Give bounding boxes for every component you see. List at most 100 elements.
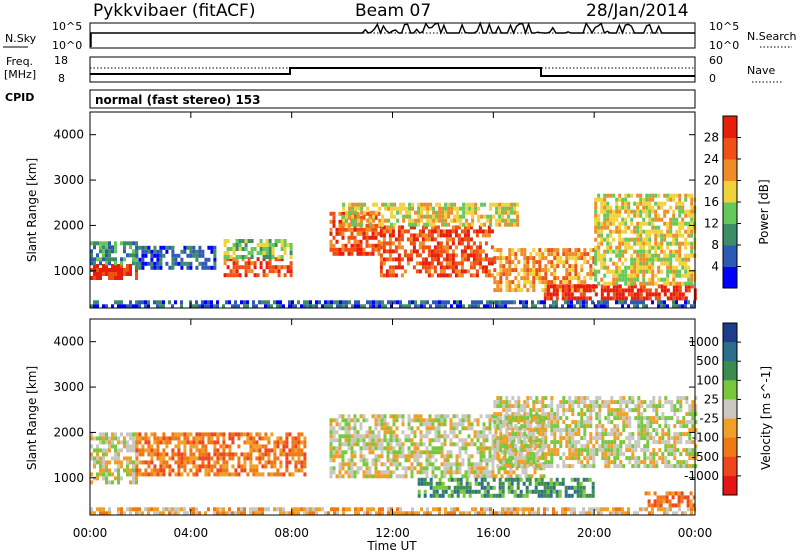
power-cell [414,218,418,223]
power-cell [499,288,503,293]
velocity-cell [329,434,333,439]
velocity-cell [691,400,695,405]
velocity-cell [249,511,252,516]
power-cell [436,249,440,254]
velocity-cell [601,456,605,461]
velocity-cell [201,452,205,457]
velocity-cell [404,434,408,439]
power-cell [523,268,527,273]
power-cell [531,300,534,305]
velocity-cell [347,442,351,447]
power-cell [553,276,557,281]
power-cell [265,251,269,255]
power-cell [141,261,145,266]
velocity-cell [428,438,432,443]
velocity-cell [513,493,517,498]
power-cell [505,280,509,285]
velocity-cell [165,436,169,441]
power-cell [232,265,236,270]
velocity-cell [341,442,345,447]
power-cell [576,284,580,289]
velocity-cell [398,462,402,467]
velocity-cell [315,507,318,512]
power-cell [600,300,603,305]
velocity-cell [300,460,304,465]
velocity-cell [489,485,493,490]
power-cell [535,272,539,277]
velocity-cell [362,446,366,451]
power-cell [687,257,691,262]
velocity-cell [183,440,187,445]
power-cell [402,206,406,211]
velocity-cell [500,462,504,467]
velocity-cell [350,442,354,447]
power-cell [669,269,673,274]
velocity-cell [369,507,372,512]
power-cell [244,247,248,251]
velocity-cell [452,434,456,439]
velocity-cell [664,440,668,445]
power-cell [423,206,427,211]
power-cell [436,261,440,266]
velocity-cell [177,448,181,453]
velocity-cell [444,507,447,512]
velocity-cell [588,477,592,482]
velocity-cell [213,464,217,469]
velocity-cell [493,444,497,449]
velocity-cell [90,472,93,477]
power-cell [672,209,676,214]
velocity-cell [568,440,572,445]
power-data-cells [90,193,697,309]
velocity-cell [461,462,465,467]
velocity-cell [502,424,506,429]
velocity-cell [562,428,566,433]
power-cell [675,249,679,254]
velocity-cell [177,460,181,465]
power-cell [384,206,388,211]
velocity-cell [507,511,510,516]
power-cell [174,253,178,258]
power-cell [627,245,631,250]
power-cell [556,256,560,261]
power-cell [571,276,575,281]
velocity-cell [419,466,423,471]
power-cell [496,272,500,277]
velocity-cell [432,489,436,494]
power-cell [603,205,607,210]
velocity-cell [177,444,181,449]
power-cell [489,304,492,309]
velocity-cell [356,430,360,435]
power-cell [241,247,245,251]
power-cell [171,265,175,270]
velocity-cell [589,436,593,441]
velocity-cell [198,456,202,461]
velocity-cell [335,454,339,459]
power-cell [405,304,408,309]
power-cell [238,239,242,243]
velocity-cell [267,507,270,512]
power-cell [627,209,631,214]
power-cell [597,213,601,218]
velocity-cell [183,464,187,469]
power-cell [466,257,470,262]
power-cell [255,304,258,309]
velocity-cell [631,448,635,453]
power-cell [309,304,312,309]
power-cell [508,248,512,253]
velocity-cell [353,470,357,475]
power-cell [481,257,485,262]
velocity-cell [198,440,202,445]
power-cell [466,229,470,234]
velocity-cell [371,434,375,439]
velocity-cell [580,416,584,421]
velocity-cell [544,452,548,457]
velocity-cell [102,464,105,469]
velocity-cell [428,458,432,463]
velocity-cell [455,454,459,459]
velocity-cell [505,440,509,445]
velocity-cell [389,426,393,431]
velocity-cell [649,460,653,465]
power-cell [451,241,455,246]
velocity-cell [380,426,384,431]
power-cell [424,257,428,262]
